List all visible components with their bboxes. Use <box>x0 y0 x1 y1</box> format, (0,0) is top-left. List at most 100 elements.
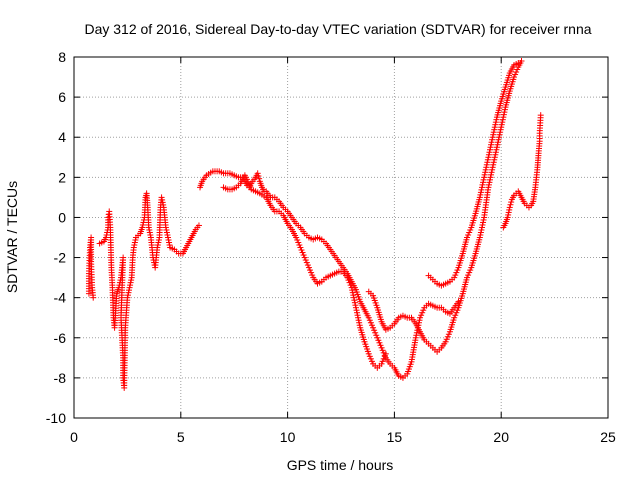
data-point <box>465 272 472 279</box>
data-point <box>346 279 353 286</box>
data-point <box>485 154 492 161</box>
data-point <box>300 252 307 259</box>
data-point <box>353 307 360 314</box>
data-point <box>491 124 498 131</box>
data-point <box>487 144 494 151</box>
data-point <box>453 309 460 316</box>
data-point <box>480 179 487 186</box>
data-point <box>445 331 452 338</box>
data-point <box>146 226 153 233</box>
data-point <box>307 267 314 274</box>
data-point <box>464 274 471 281</box>
data-point <box>490 159 497 166</box>
data-point <box>495 136 502 143</box>
data-point <box>500 114 507 121</box>
grid-lines <box>74 57 608 418</box>
data-point <box>379 358 386 365</box>
data-point <box>477 231 484 238</box>
data-point <box>349 289 356 296</box>
data-point <box>160 201 167 208</box>
y-tick-label: -4 <box>54 290 67 306</box>
data-point <box>491 126 498 133</box>
data-point <box>476 234 483 241</box>
data-point <box>501 106 508 113</box>
y-tick-label: -2 <box>54 250 67 266</box>
data-point <box>484 159 491 166</box>
data-point <box>492 151 499 158</box>
data-point <box>451 274 458 281</box>
data-point <box>354 312 361 319</box>
data-point <box>297 244 304 251</box>
data-point <box>416 317 423 324</box>
data-point <box>376 339 383 346</box>
data-point <box>420 307 427 314</box>
data-point <box>305 264 312 271</box>
data-point <box>348 284 355 291</box>
data-point <box>488 141 495 148</box>
data-point <box>130 244 137 251</box>
data-point <box>379 347 386 354</box>
data-point <box>537 112 544 119</box>
data-point <box>140 219 147 226</box>
x-tick-label: 15 <box>387 429 403 445</box>
y-tick-label: 2 <box>58 169 66 185</box>
data-point <box>419 309 426 316</box>
data-point <box>489 136 496 143</box>
y-tick-label: -6 <box>54 330 67 346</box>
data-point <box>464 234 471 241</box>
data-point <box>490 161 497 168</box>
data-point <box>126 284 133 291</box>
data-point <box>485 184 492 191</box>
data-point <box>479 221 486 228</box>
data-point <box>518 58 525 65</box>
data-point <box>309 272 316 279</box>
data-point <box>492 121 499 128</box>
data-point <box>500 111 507 118</box>
data-point <box>380 355 387 362</box>
data-point <box>378 360 385 367</box>
x-tick-label: 0 <box>70 429 78 445</box>
data-point <box>301 254 308 261</box>
data-point <box>256 175 263 182</box>
data-point <box>147 231 154 238</box>
data-point <box>166 239 173 246</box>
data-point <box>356 319 363 326</box>
data-point <box>452 272 459 279</box>
data-point <box>480 219 487 226</box>
data-point <box>478 186 485 193</box>
data-point <box>478 224 485 231</box>
data-point <box>254 170 261 177</box>
data-point <box>244 176 251 183</box>
y-tick-label: 8 <box>58 49 66 65</box>
data-point <box>155 239 162 246</box>
data-point <box>506 204 513 211</box>
data-point <box>365 314 372 321</box>
data-point <box>452 312 459 319</box>
data-point <box>345 277 352 284</box>
data-point <box>508 199 515 206</box>
data-point <box>367 319 374 326</box>
data-point <box>486 146 493 153</box>
data-point <box>501 109 508 116</box>
data-point <box>132 237 139 244</box>
data-point <box>163 226 170 233</box>
data-point <box>466 229 473 236</box>
data-point <box>352 304 359 311</box>
data-point <box>467 226 474 233</box>
data-point <box>356 322 363 329</box>
data-point <box>367 355 374 362</box>
data-point <box>303 259 310 266</box>
data-point <box>515 60 522 67</box>
data-point <box>302 257 309 264</box>
data-point <box>131 242 138 249</box>
data-point <box>308 269 315 276</box>
data-point <box>355 317 362 324</box>
data-point <box>465 231 472 238</box>
data-point <box>496 134 503 141</box>
data-point <box>415 319 422 326</box>
data-point <box>298 247 305 254</box>
axis-ticks: 0 5 10 15 20 25 -10 -8 -6 -4 -2 0 2 4 6 8 <box>46 49 616 445</box>
data-point <box>146 229 153 236</box>
data-point <box>478 226 485 233</box>
